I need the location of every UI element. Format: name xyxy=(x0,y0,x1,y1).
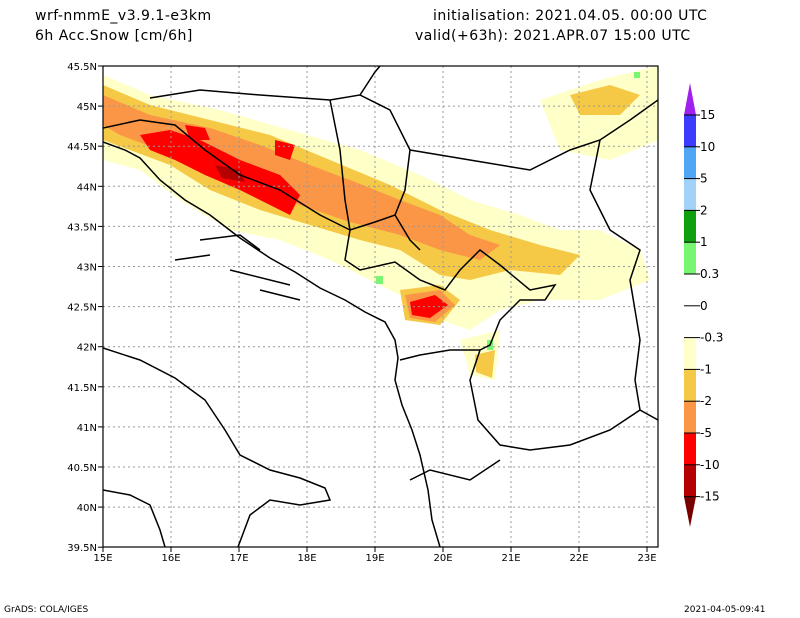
init-time: initialisation: 2021.04.05. 00:00 UTC xyxy=(433,8,708,24)
colorbar-segment xyxy=(684,274,696,306)
model-title: wrf-nmmE_v3.9.1-e3km xyxy=(35,8,212,24)
lat-label: 42N xyxy=(77,343,97,354)
colorbar-segment xyxy=(684,401,696,433)
colorbar-label: 10 xyxy=(700,140,715,154)
colorbar-label: -10 xyxy=(700,458,720,472)
colorbar-label: -15 xyxy=(700,490,720,504)
lat-label: 45.5N xyxy=(67,62,97,73)
lon-label: 18E xyxy=(297,553,316,564)
coastlines-and-borders xyxy=(103,66,658,547)
field-title: 6h Acc.Snow [cm/6h] xyxy=(35,28,193,44)
lon-label: 22E xyxy=(569,553,588,564)
grads-credit: GrADS: COLA/IGES xyxy=(4,605,89,615)
lat-label: 43N xyxy=(77,263,97,274)
colorbar: 15 10 5 2 1 0.3 0 -0.3 -1 -2 -5 -10 -15 xyxy=(684,83,723,527)
colorbar-label: 5 xyxy=(700,172,708,186)
colorbar-label: -2 xyxy=(700,394,712,408)
axis-labels: 15E 16E 17E 18E 19E 20E 21E 22E 23E 45.5N 45N 44.5N… xyxy=(67,62,656,564)
lon-label: 17E xyxy=(229,553,248,564)
colorbar-segment xyxy=(684,210,696,243)
colorbar-label: 15 xyxy=(700,108,715,122)
lat-label: 40.5N xyxy=(67,463,97,474)
grid-lines xyxy=(103,66,658,547)
lat-label: 40N xyxy=(77,503,97,514)
colorbar-bottom-tip xyxy=(684,496,696,527)
lon-label: 20E xyxy=(433,553,452,564)
colorbar-label: -1 xyxy=(700,362,712,376)
colorbar-label: 2 xyxy=(700,203,708,217)
lat-label: 41N xyxy=(77,423,97,434)
colorbar-segment xyxy=(684,369,696,402)
lat-label: 39.5N xyxy=(67,543,97,554)
colorbar-label: -5 xyxy=(700,426,712,440)
valid-time: valid(+63h): 2021.APR.07 15:00 UTC xyxy=(415,28,691,44)
colorbar-segment xyxy=(684,146,696,179)
lat-label: 44.5N xyxy=(67,142,97,153)
lat-label: 42.5N xyxy=(67,303,97,314)
lon-label: 19E xyxy=(365,553,384,564)
colorbar-segment xyxy=(684,178,696,211)
colorbar-label: 1 xyxy=(700,235,708,249)
lon-label: 21E xyxy=(501,553,520,564)
colorbar-label: -0.3 xyxy=(700,331,723,345)
colorbar-segment xyxy=(684,305,696,338)
colorbar-segment xyxy=(684,337,696,370)
colorbar-segment xyxy=(684,433,696,465)
colorbar-top-tip xyxy=(684,83,696,115)
colorbar-segment xyxy=(684,115,696,147)
lat-label: 45N xyxy=(77,102,97,113)
lon-label: 16E xyxy=(161,553,180,564)
colorbar-label: 0 xyxy=(700,299,708,313)
snow-field xyxy=(103,66,658,380)
lon-label: 15E xyxy=(93,553,112,564)
lat-label: 43.5N xyxy=(67,222,97,233)
colorbar-label: 0.3 xyxy=(700,267,719,281)
plot-timestamp: 2021-04-05-09:41 xyxy=(684,605,766,615)
colorbar-segment xyxy=(684,464,696,497)
colorbar-segment xyxy=(684,242,696,274)
lat-label: 44N xyxy=(77,182,97,193)
lat-label: 41.5N xyxy=(67,383,97,394)
lon-label: 23E xyxy=(637,553,656,564)
